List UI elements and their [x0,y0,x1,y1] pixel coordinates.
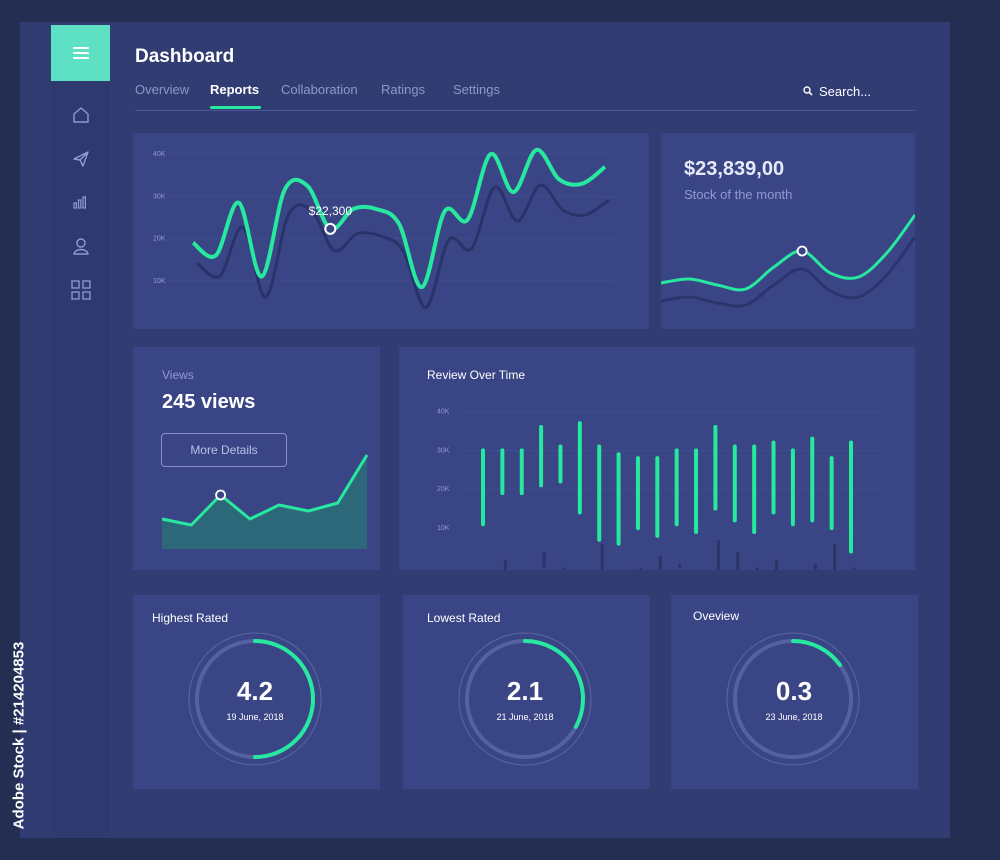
y-tick-label: 10K [153,278,166,285]
tab-ratings[interactable]: Ratings [381,82,426,97]
review-bar-chart: 40K 30K 20K 10K [437,408,879,570]
views-area-chart [161,454,369,549]
menu-button[interactable] [51,25,110,81]
sidebar-item-send[interactable] [70,148,92,170]
tab-collaboration[interactable]: Collaboration [281,82,358,97]
main-line-chart-card: 40K 30K 20K 10K $22,300 [133,133,649,329]
rating-value: 4.2 [236,676,274,706]
more-details-button[interactable]: More Details [161,433,287,467]
rating-title: Oveview [693,609,740,623]
rating-title: Lowest Rated [427,611,501,625]
main-chart-shadow-line [196,183,610,310]
rating-date: 21 June, 2018 [496,712,554,722]
rating-date: 19 June, 2018 [226,712,284,722]
search-icon [803,86,813,96]
stock-chart-line [661,214,915,292]
views-chart-area [162,455,367,549]
active-tab-indicator [210,106,261,109]
sidebar-item-home[interactable] [70,104,92,126]
search-field[interactable]: Search... [803,82,871,100]
grid-icon [71,280,91,300]
y-tick-label: 20K [153,236,166,243]
bar-chart-icon [73,196,87,209]
stock-line-chart [661,214,915,308]
rating-value: 2.1 [506,676,544,706]
main-chart-highlight-label: $22,300 [309,204,353,218]
rating-title: Highest Rated [152,611,229,625]
stock-card: $23,839,00 Stock of the month [661,133,915,329]
main-line-chart: 40K 30K 20K 10K $22,300 [153,147,615,310]
rating-date: 23 June, 2018 [765,712,823,722]
search-placeholder: Search... [819,83,872,99]
review-card: Review Over Time 40K 30K 20K 10K [399,347,915,570]
views-value: 245 views [162,391,256,413]
paper-plane-icon [73,151,89,167]
y-tick-label: 30K [437,447,450,454]
sidebar [51,25,110,836]
stock-label: Stock of the month [684,187,793,202]
review-chart-y-ticks: 40K 30K 20K 10K [437,408,450,532]
main-chart-line [191,147,607,290]
user-icon [73,238,89,255]
views-card: Views 245 views [133,347,380,570]
stock-chart-highlight-point[interactable] [796,245,808,257]
watermark-text: Adobe Stock | #214204853 [10,641,28,829]
y-tick-label: 40K [153,151,166,158]
home-icon [73,107,89,123]
views-label: Views [162,368,194,382]
y-tick-label: 20K [437,486,450,493]
sidebar-item-apps[interactable] [70,279,92,301]
y-tick-label: 40K [437,408,450,415]
review-chart-bars [481,421,856,570]
hamburger-icon [72,47,89,59]
sidebar-item-profile[interactable] [70,235,92,257]
review-chart-grid [459,411,879,529]
review-title: Review Over Time [427,368,526,382]
tab-overview[interactable]: Overview [135,82,190,97]
stock-chart-shadow-line [661,236,915,308]
views-chart-highlight-point[interactable] [215,489,226,501]
y-tick-label: 10K [437,525,450,532]
page-title: Dashboard [135,46,235,67]
rating-value: 0.3 [775,676,813,706]
views-chart-line [161,454,369,527]
watermark: Adobe Stock | #214204853 [5,625,33,845]
main-chart-highlight-point[interactable] [324,222,337,235]
header-divider [135,110,915,111]
main-chart-y-ticks: 40K 30K 20K 10K [153,151,166,285]
tab-settings[interactable]: Settings [453,82,500,97]
y-tick-label: 30K [153,193,166,200]
sidebar-item-stats[interactable] [70,191,92,213]
tab-reports[interactable]: Reports [210,82,260,97]
stock-value: $23,839,00 [684,158,785,180]
